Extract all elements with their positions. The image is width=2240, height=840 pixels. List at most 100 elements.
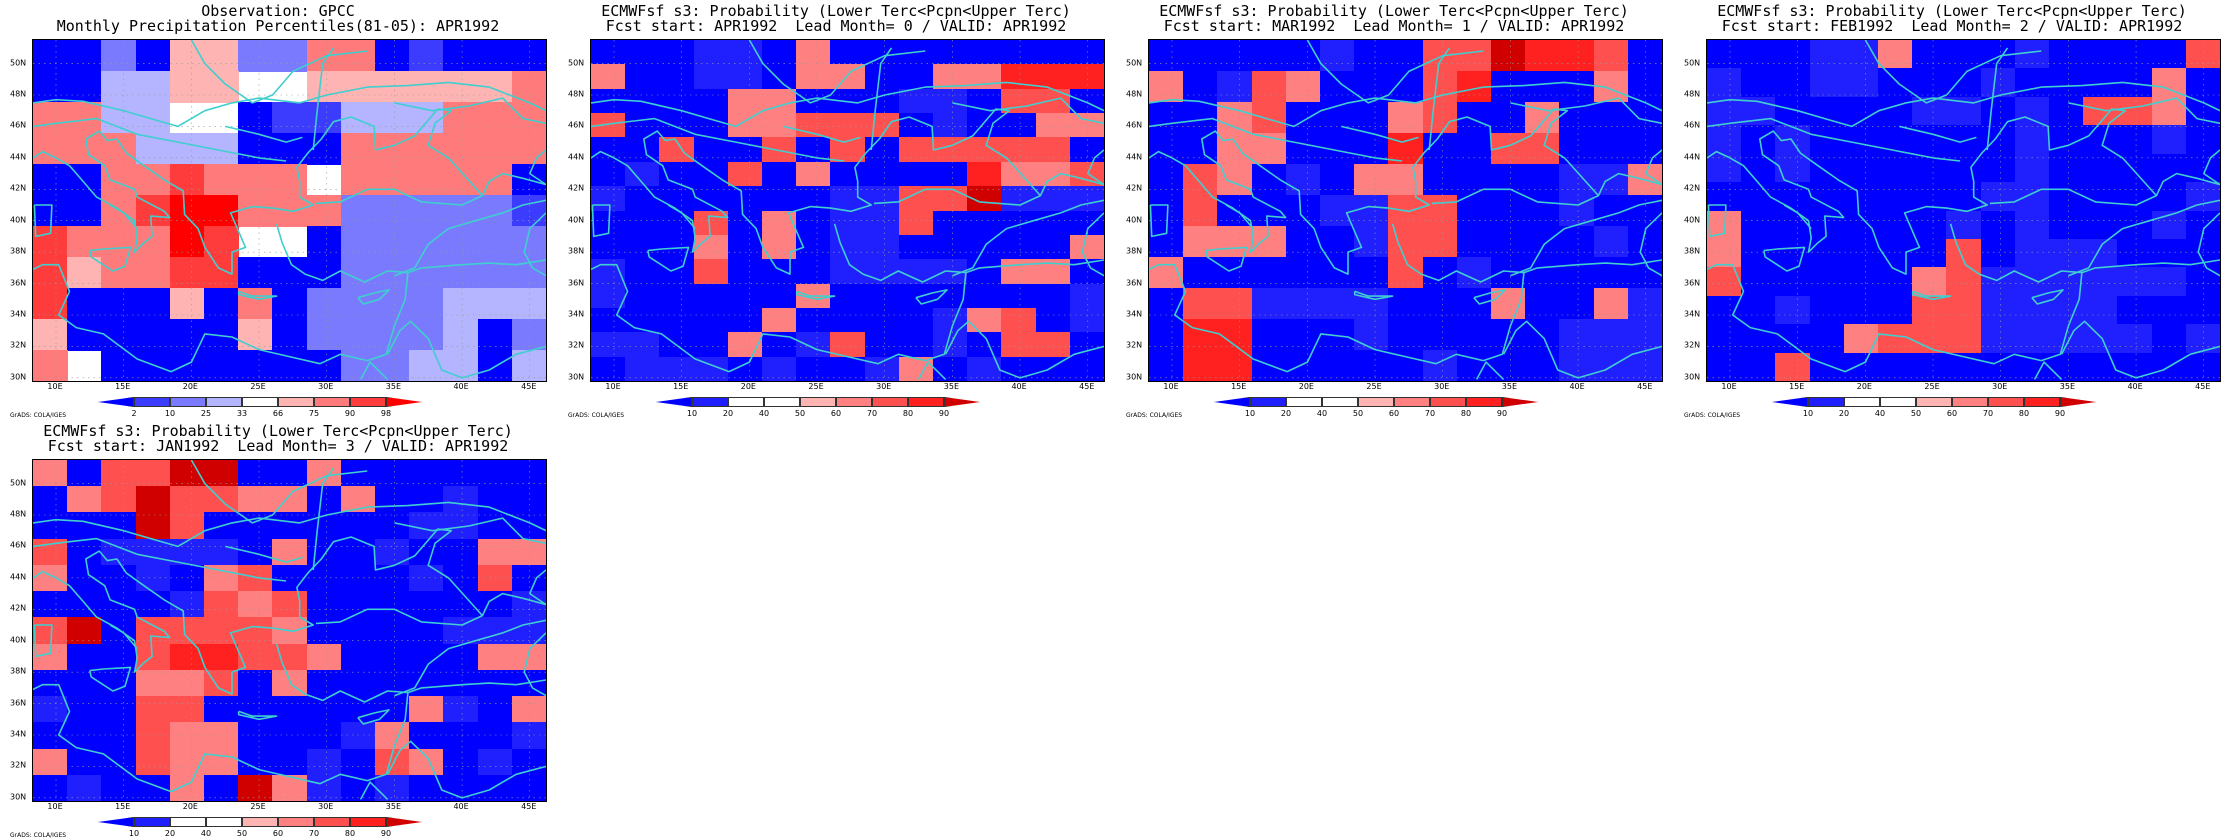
- grid-cell: [933, 186, 968, 211]
- grid-cell: [1217, 288, 1253, 320]
- grid-cell: [864, 332, 900, 358]
- grid-cell: [1559, 226, 1595, 258]
- grid-cell: [2014, 68, 2050, 98]
- grid-cell: [1843, 238, 1879, 268]
- grid-cell: [1593, 257, 1629, 289]
- grid-cell: [1559, 164, 1595, 196]
- coastline: [1149, 223, 1525, 373]
- grid-cell: [477, 319, 513, 351]
- grid-cell: [135, 40, 171, 72]
- grid-cell: [1775, 352, 1811, 381]
- grid-cell: [1980, 182, 2016, 211]
- coastline: [1707, 117, 1961, 162]
- coastline: [357, 289, 390, 305]
- grid-cell: [1809, 210, 1845, 240]
- grid-cell: [101, 643, 137, 671]
- grid-cell: [693, 259, 729, 285]
- colorbar-segment: [386, 397, 422, 407]
- longitude-label: 20E: [182, 382, 198, 391]
- grid-cell: [67, 71, 102, 103]
- coastline: [591, 204, 611, 238]
- colorbar-label: 50: [1910, 409, 1922, 418]
- grid-cell: [625, 307, 660, 333]
- coastline: [312, 47, 335, 151]
- grid-cell: [135, 71, 171, 103]
- longitude-label: 30E: [1992, 382, 2008, 391]
- coastline: [1707, 204, 1727, 238]
- grid-cell: [477, 40, 513, 72]
- grid-cell: [101, 350, 137, 381]
- map-panel-lead2: ECMWFsf s3: Probability (Lower Terc<Pcpn…: [1682, 0, 2240, 420]
- grid-cell: [375, 486, 410, 513]
- grid-cell: [169, 643, 205, 671]
- colorbar-segment: [134, 397, 170, 407]
- grid-cell: [2083, 238, 2118, 268]
- latitude-label: 34N: [10, 309, 27, 319]
- grid-cell: [443, 40, 479, 72]
- grid-cell: [375, 512, 410, 540]
- grid-cell: [1069, 234, 1104, 260]
- grid-cell: [169, 564, 205, 592]
- grid-cell: [830, 64, 866, 90]
- grid-cell: [2151, 125, 2187, 155]
- longitude-label: 45E: [521, 802, 537, 811]
- colorbar-segment: [1358, 397, 1394, 407]
- grid-cell: [101, 564, 137, 592]
- grid-cell: [1491, 195, 1526, 227]
- grid-cell: [830, 234, 866, 260]
- colorbar-segment: [278, 817, 314, 827]
- grid-cell: [340, 538, 376, 566]
- grid-cell: [340, 288, 376, 320]
- colorbar-label: 40: [758, 409, 770, 418]
- grid-cell: [238, 669, 273, 697]
- grid-cell: [2049, 182, 2084, 211]
- grid-cell: [659, 64, 695, 90]
- grid-cell: [2185, 125, 2220, 155]
- grid-cell: [1809, 267, 1845, 297]
- grid-cell: [1946, 210, 1982, 240]
- longitude-label: 45E: [1637, 382, 1653, 391]
- coastline: [394, 517, 546, 545]
- colorbar-segment: [764, 397, 800, 407]
- longitude-label: 10E: [1721, 382, 1737, 391]
- grid-cell: [830, 332, 866, 358]
- latitude-label: 44N: [568, 152, 585, 162]
- grid-cell: [1456, 40, 1492, 72]
- coastline: [2060, 320, 2220, 379]
- grid-cell: [135, 257, 171, 289]
- colorbar-label: 20: [1838, 409, 1850, 418]
- grid-cell: [1001, 113, 1037, 138]
- grid-cell: [33, 102, 68, 134]
- colorbar-segment: [1844, 397, 1880, 407]
- grid-cell: [796, 259, 831, 285]
- coastline: [591, 223, 967, 373]
- grid-cell: [238, 40, 273, 72]
- grid-cell: [796, 161, 831, 187]
- latitude-label: 48N: [1684, 89, 1701, 99]
- grid-cell: [340, 40, 376, 72]
- grid-cell: [693, 113, 729, 138]
- grid-cell: [272, 591, 308, 618]
- grid-cell: [727, 161, 763, 187]
- grid-cell: [67, 617, 102, 645]
- grid-cell: [340, 512, 376, 540]
- grid-cell: [1525, 71, 1560, 103]
- grid-cell: [204, 350, 239, 381]
- grid-cell: [1251, 40, 1287, 72]
- grid-cell: [1878, 96, 1913, 126]
- grid-cell: [409, 226, 444, 258]
- grid-cell: [33, 350, 68, 381]
- grid-cell: [306, 591, 342, 618]
- latitude-label: 32N: [10, 760, 27, 770]
- colorbar-label: 80: [2018, 409, 2030, 418]
- grid-cell: [659, 356, 695, 381]
- coastline: [1763, 246, 1806, 272]
- grid-cell: [409, 133, 444, 165]
- coastline: [748, 40, 926, 104]
- coastline: [783, 125, 861, 143]
- latitude-label: 42N: [568, 183, 585, 193]
- colorbar-label: 70: [1982, 409, 1994, 418]
- longitude-label: 15E: [115, 382, 131, 391]
- coastline: [1081, 212, 1104, 277]
- grid-cell: [135, 486, 171, 513]
